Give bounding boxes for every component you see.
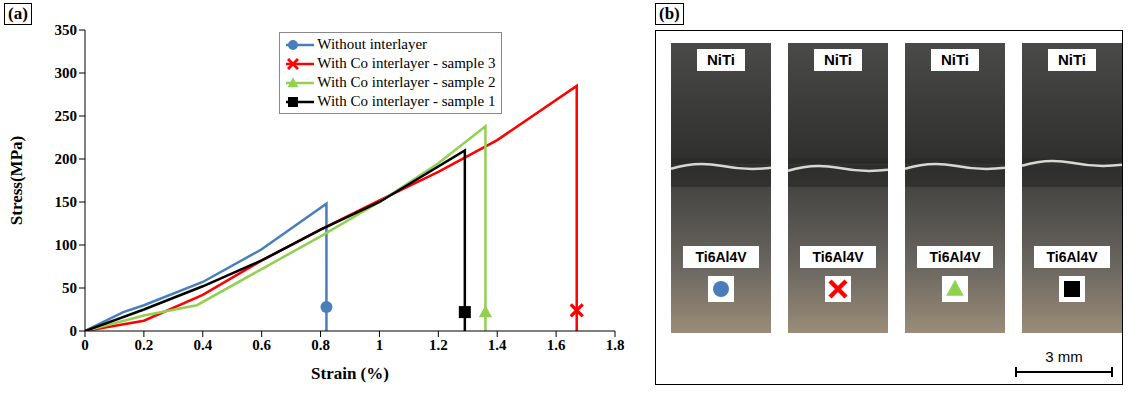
svg-text:0.4: 0.4 — [193, 337, 212, 353]
svg-text:Ti6Al4V: Ti6Al4V — [695, 249, 747, 265]
html-text:Without interlayer: Without interlayer — [317, 36, 428, 52]
svg-text:NiTi: NiTi — [1058, 51, 1086, 68]
svg-text:3 mm: 3 mm — [1045, 348, 1083, 365]
svg-text:NiTi: NiTi — [707, 51, 735, 68]
svg-text:NiTi: NiTi — [941, 51, 969, 68]
svg-text:0.2: 0.2 — [135, 337, 154, 353]
svg-text:250: 250 — [55, 108, 78, 124]
svg-text:0: 0 — [70, 323, 78, 339]
html-text:With Co interlayer - sample 3: With Co interlayer - sample 3 — [317, 55, 496, 71]
html-text:With Co interlayer - sample 2: With Co interlayer - sample 2 — [317, 74, 496, 90]
svg-text:1.6: 1.6 — [547, 337, 566, 353]
html-text:(b): (b) — [659, 4, 680, 23]
html-text:(a): (a) — [8, 4, 28, 23]
svg-text:350: 350 — [55, 22, 78, 38]
svg-text:100: 100 — [55, 237, 78, 253]
svg-text:200: 200 — [55, 151, 78, 167]
svg-text:Strain (%): Strain (%) — [311, 364, 389, 383]
svg-text:Ti6Al4V: Ti6Al4V — [1046, 249, 1098, 265]
svg-text:1.2: 1.2 — [429, 337, 448, 353]
svg-text:1.4: 1.4 — [488, 337, 507, 353]
svg-text:0: 0 — [81, 337, 89, 353]
svg-text:Ti6Al4V: Ti6Al4V — [812, 249, 864, 265]
svg-text:NiTi: NiTi — [824, 51, 852, 68]
svg-text:Stress(MPa): Stress(MPa) — [7, 136, 26, 225]
svg-text:50: 50 — [62, 280, 77, 296]
svg-text:150: 150 — [55, 194, 78, 210]
html-text:With Co interlayer - sample 1: With Co interlayer - sample 1 — [317, 93, 496, 109]
svg-text:Ti6Al4V: Ti6Al4V — [929, 249, 981, 265]
svg-text:0.8: 0.8 — [311, 337, 330, 353]
svg-text:300: 300 — [55, 65, 78, 81]
svg-text:1.8: 1.8 — [606, 337, 625, 353]
svg-text:1: 1 — [376, 337, 384, 353]
svg-text:0.6: 0.6 — [252, 337, 271, 353]
